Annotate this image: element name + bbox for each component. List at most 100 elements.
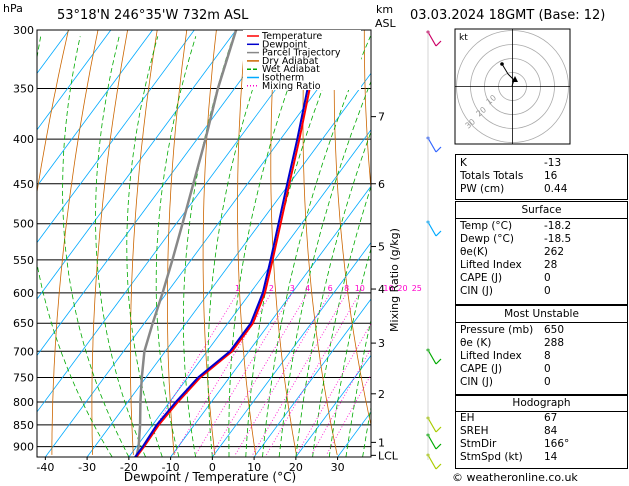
dry-adiabat-line — [394, 30, 460, 455]
hodograph-label: EH — [460, 412, 475, 424]
legend-entry: Dewpoint — [262, 39, 307, 50]
legend-entry: Parcel Trajectory — [262, 48, 341, 59]
mixing-ratio-label: 16 — [383, 284, 393, 293]
parcel-trajectory-line — [135, 30, 238, 457]
most-unstable-row: Pressure (mb) 650 — [460, 324, 623, 337]
mixing-ratio-label: 20 — [397, 284, 407, 293]
wet-adiabat-line — [295, 130, 371, 457]
most-unstable-value: 0 — [544, 376, 551, 388]
most-unstable-table: Most Unstable Pressure (mb) 650 θe (K) 288… — [455, 305, 628, 395]
temperature-tick-label: -40 — [36, 461, 54, 474]
wind-barb — [427, 31, 437, 47]
hodograph-title: Hodograph — [512, 397, 571, 409]
wet-adiabat-line — [126, 36, 163, 457]
most-unstable-value: 288 — [544, 337, 565, 349]
plot-frame — [36, 29, 372, 458]
isotherm-line — [295, 354, 371, 457]
skew-t-profiles — [134, 30, 329, 457]
copyright-footer: © weatheronline.co.uk — [452, 471, 578, 484]
most-unstable-label: θe (K) — [460, 337, 492, 349]
km-tick-label: 5 — [378, 241, 385, 254]
temperature-tick-label: -30 — [78, 461, 96, 474]
surface-title: Surface — [521, 204, 562, 216]
km-tick-label: 1 — [378, 436, 385, 449]
pressure-tick-label: 300 — [13, 24, 34, 37]
pressure-tick-label: 400 — [13, 133, 34, 146]
indices-table: K -13 Totals Totals 16 PW (cm) 0.44 — [455, 154, 628, 200]
most-unstable-label: CIN (J) — [460, 376, 493, 388]
hodograph-label: StmDir — [460, 438, 497, 450]
km-label: km — [376, 3, 393, 16]
mixing-ratio-label: 4 — [305, 284, 310, 293]
index-row: PW (cm) 0.44 — [460, 183, 623, 196]
dry-adiabat-line — [237, 30, 257, 455]
isotherm-line — [37, 30, 70, 75]
legend-entry: Dry Adiabat — [262, 56, 319, 67]
dry-adiabat-line — [91, 30, 128, 455]
isotherm-line — [37, 30, 279, 357]
mixing-ratio-label: 10 — [355, 284, 365, 293]
km-tick-label: 6 — [378, 178, 385, 191]
surface-label: θe(K) — [460, 246, 488, 258]
mixing-ratio-axis-label: Mixing Ratio (g/kg) — [388, 228, 401, 332]
pressure-tick-label: 550 — [13, 254, 34, 267]
legend-entry: Temperature — [261, 31, 322, 42]
wet-adiabat-line — [262, 36, 371, 457]
x-axis-label: Dewpoint / Temperature (°C) — [124, 470, 296, 484]
wind-barb-flag — [435, 463, 442, 470]
most-unstable-row: θe (K) 288 — [460, 337, 623, 350]
index-label: PW (cm) — [460, 183, 505, 195]
most-unstable-value: 0 — [544, 363, 551, 375]
surface-value: 28 — [544, 259, 558, 271]
surface-value: -18.2 — [544, 220, 572, 232]
dewpoint-line — [134, 30, 327, 457]
mixing-ratio-label: 8 — [344, 284, 349, 293]
most-unstable-label: Lifted Index — [460, 350, 522, 362]
mixing-ratio-label: 2 — [269, 284, 274, 293]
isotherm-line — [37, 30, 153, 187]
dry-adiabat-line — [302, 30, 338, 455]
most-unstable-row: Lifted Index 8 — [460, 350, 623, 363]
surface-row: CAPE (J) 0 — [460, 272, 623, 285]
wind-barb — [427, 221, 437, 237]
dry-adiabat-line — [270, 30, 297, 455]
hodograph-top-point — [500, 62, 504, 66]
km-tick-label: 7 — [378, 111, 385, 124]
skew-t-axes: 1 2 3 4 6 8 10 16 20 2530035040045050055060065070… — [13, 24, 422, 474]
wind-barb — [427, 137, 437, 153]
mixing-ratio-line — [310, 347, 371, 456]
hodograph-row: StmSpd (kt) 14 — [460, 451, 623, 464]
mixing-ratio-line — [266, 292, 361, 456]
hodograph-value: 84 — [544, 425, 558, 437]
surface-label: Dewp (°C) — [460, 233, 514, 245]
pressure-tick-label: 700 — [13, 345, 34, 358]
hodograph: kt 10 20 30 — [454, 28, 571, 145]
pressure-tick-label: 800 — [13, 396, 34, 409]
km-tick-label: 4 — [378, 283, 385, 296]
surface-table: Surface Temp (°C) -18.2 Dewp (°C) -18.5 θe… — [455, 201, 628, 305]
pressure-tick-label: 900 — [13, 441, 34, 454]
isotherm-line — [86, 72, 371, 457]
index-row: Totals Totals 16 — [460, 170, 623, 183]
mixing-ratio-line — [173, 292, 272, 456]
hodograph-label: StmSpd (kt) — [460, 451, 523, 463]
most-unstable-value: 650 — [544, 324, 565, 336]
pressure-tick-label: 650 — [13, 317, 34, 330]
dry-adiabat-line — [37, 30, 69, 195]
temperature-tick-label: -20 — [120, 461, 138, 474]
skew-t-grid — [37, 30, 460, 457]
wind-barbs — [426, 30, 442, 470]
mixing-ratio-line — [211, 292, 309, 456]
isotherm-line — [170, 185, 371, 457]
pressure-tick-label: 750 — [13, 371, 34, 384]
wet-adiabat-line — [245, 36, 344, 457]
surface-row: Dewp (°C) -18.5 — [460, 233, 623, 246]
most-unstable-row: CIN (J) 0 — [460, 376, 623, 389]
mixing-ratio-label: 6 — [328, 284, 333, 293]
wind-barb-flag — [435, 230, 442, 237]
most-unstable-row: CAPE (J) 0 — [460, 363, 623, 376]
wet-adiabat-line — [278, 80, 371, 457]
wind-barb — [427, 454, 437, 470]
most-unstable-label: Pressure (mb) — [460, 324, 534, 336]
hodograph-table: Hodograph EH 67 SREH 84 StmDir 166° StmSpd … — [455, 395, 628, 469]
